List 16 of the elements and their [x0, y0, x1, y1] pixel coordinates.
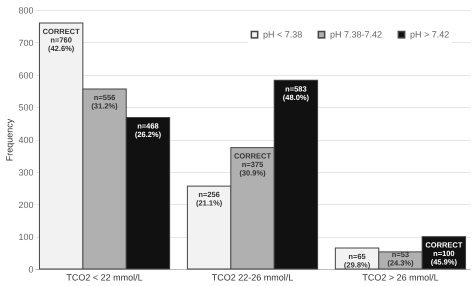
legend-label: pH < 7.38 — [263, 30, 302, 40]
x-tick-label: TCO2 < 22 mmol/L — [66, 272, 143, 282]
y-tick-label: 300 — [18, 167, 34, 178]
legend-label: pH > 7.42 — [410, 30, 450, 40]
y-tick-label: 800 — [18, 6, 34, 16]
y-tick-label: 600 — [18, 70, 34, 80]
y-tick-label: 200 — [18, 200, 34, 210]
x-tick-label: TCO2 22-26 mmol/L — [212, 272, 294, 282]
legend-label: pH 7.38-7.42 — [330, 30, 382, 40]
y-tick-label: 0 — [28, 264, 34, 274]
y-axis-title: Frequency — [4, 118, 14, 162]
y-tick-label: 500 — [18, 102, 34, 113]
y-tick-label: 100 — [18, 232, 34, 242]
x-tick-label: TCO2 > 26 mmol/L — [362, 272, 439, 282]
y-tick-label: 400 — [18, 135, 34, 145]
y-tick-label: 700 — [18, 38, 34, 48]
